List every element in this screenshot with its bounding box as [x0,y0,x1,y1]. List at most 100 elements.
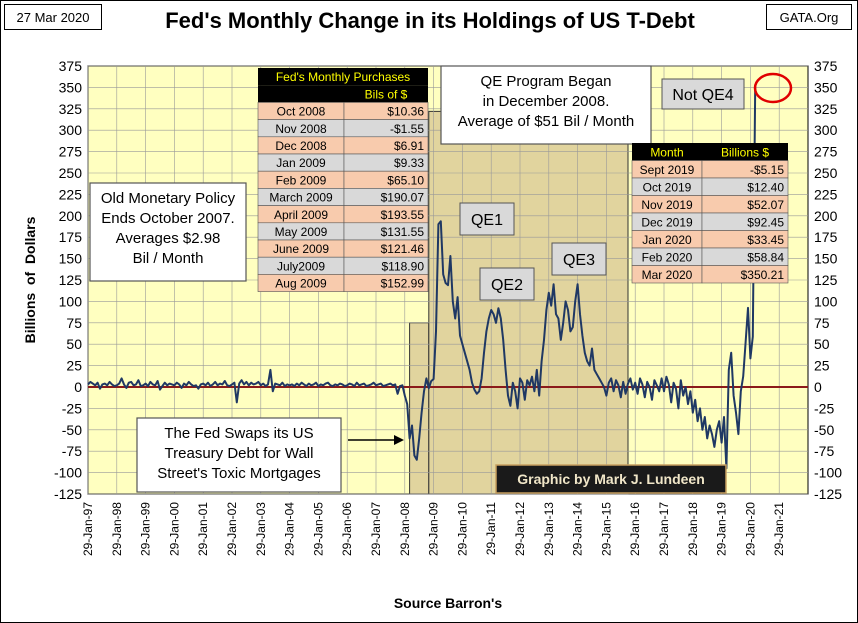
old-policy-note-box [89,182,247,282]
qe2-label-box [479,267,535,301]
y-tick-label-right: 125 [814,272,838,288]
purchases-table-2019-row-value: -$5.15 [750,163,784,177]
x-tick-label: 29-Jan-99 [139,502,153,556]
y-tick-label-right: 100 [814,293,838,309]
purchases-table-2008-row-label: March 2009 [269,191,333,205]
credit-text: Graphic by Mark J. Lundeen [517,471,705,487]
purchases-table-2019-row-value: $58.84 [747,251,784,265]
y-tick-label-left: 225 [59,186,83,202]
purchases-table-2008-row-value: $118.90 [382,259,425,273]
qe3-label: QE3 [563,252,595,269]
purchases-table-2019-row-label: Nov 2019 [641,198,693,212]
y-tick-label-right: 0 [814,379,822,395]
purchases-table-2008-row-label: July2009 [277,259,325,273]
purchases-table-2019-head-1 [702,143,788,161]
y-tick-label-left: 200 [59,208,83,224]
purchases-table-2019-cell [701,265,789,284]
y-axis-label: Billions of Dollars [22,216,38,343]
qe-began-note-line-1: QE Program Began [481,73,612,90]
purchases-table-2008-head-1 [344,85,428,103]
x-tick-label: 29-Jan-17 [657,502,671,556]
y-tick-label-right: -100 [814,465,842,481]
purchases-table-2008-head-0 [258,85,344,103]
purchases-table-2019-row-label: Dec 2019 [641,216,693,230]
x-tick-label: 29-Jan-04 [283,502,297,556]
purchases-table-2008-row-value: $121.46 [381,242,425,256]
x-tick-label: 29-Jan-16 [628,502,642,556]
y-tick-label-left: -100 [54,465,82,481]
swap-note-line-3: Street's Toxic Mortgages [157,465,321,482]
highlight-circle [753,72,793,104]
swap-note-line-1: The Fed Swaps its US [164,425,313,442]
purchases-table-2008-row-label: Dec 2008 [275,139,327,153]
purchases-table-2019-row-label: Oct 2019 [643,181,692,195]
y-tick-label-left: 100 [59,293,83,309]
y-tick-label-left: 375 [59,58,83,74]
y-tick-label-left: -75 [62,443,82,459]
swap-arrow-head [394,435,404,445]
x-tick-label: 29-Jan-21 [772,502,786,556]
old-policy-note-line-4: Bil / Month [133,250,204,267]
purchases-table-2008-cell [343,274,429,292]
y-tick-label-left: 25 [66,358,82,374]
purchases-table-2008-row-value: -$1.55 [390,122,424,136]
purchases-table-2008-row-label: April 2009 [274,208,328,222]
y-tick-label-right: 275 [814,144,838,160]
y-tick-label-right: -25 [814,400,834,416]
purchases-table-2008-row-value: $152.99 [381,277,425,291]
qe1-label-box [459,202,515,236]
y-tick-label-left: 250 [59,165,83,181]
y-tick-label-left: 275 [59,144,83,160]
y-tick-label-left: 50 [66,336,82,352]
purchases-table-2019-row-value: $350.21 [741,268,785,282]
y-tick-label-left: 350 [59,79,83,95]
purchases-table-2008-row-label: Nov 2008 [275,122,327,136]
y-tick-label-right: -50 [814,422,834,438]
not-qe4-label-box [661,78,745,110]
date-label: 27 Mar 2020 [4,4,102,30]
y-tick-label-right: 175 [814,229,838,245]
series-line [87,87,757,470]
purchases-table-2008-row-value: $131.55 [381,225,425,239]
y-tick-label-right: -125 [814,486,842,502]
x-tick-label: 29-Jan-11 [484,502,498,555]
x-tick-label: 29-Jan-03 [254,502,268,556]
purchases-table-2008-row-label: June 2009 [273,242,329,256]
y-tick-label-right: 350 [814,79,838,95]
purchases-table-2008-row-label: Jan 2009 [276,156,326,170]
x-tick-label: 29-Jan-07 [369,502,383,556]
y-tick-label-left: 150 [59,251,83,267]
x-tick-label: 29-Jan-12 [513,502,527,556]
purchases-table-2019-row-value: $92.45 [747,216,784,230]
purchases-table-2019-row-label: Feb 2020 [642,251,693,265]
x-tick-label: 29-Jan-00 [167,502,181,556]
purchases-table-2019-row-label: Sept 2019 [640,163,695,177]
y-tick-label-right: 375 [814,58,838,74]
y-tick-label-right: -75 [814,443,834,459]
x-tick-label: 29-Jan-02 [225,502,239,556]
x-tick-label: 29-Jan-06 [340,502,354,556]
qe-began-note-line-2: in December 2008. [483,93,610,110]
x-tick-label: 29-Jan-13 [542,502,556,556]
purchases-table-2019-row-label: Jan 2020 [642,233,692,247]
y-tick-label-right: 50 [814,336,830,352]
purchases-table-2019-col-header: Month [650,146,683,160]
purchases-table-2008-title: Fed's Monthly Purchases [276,70,410,84]
source-site-label: GATA.Org [766,4,852,30]
purchases-table-2019-row-value: $33.45 [747,233,784,247]
y-tick-label-right: 300 [814,122,838,138]
purchases-table-2008-row-label: Oct 2008 [277,105,326,119]
purchases-table-2008-row-value: $193.55 [381,208,425,222]
x-tick-label: 29-Jan-14 [571,502,585,556]
y-tick-label-right: 200 [814,208,838,224]
qe1-label: QE1 [471,212,503,229]
purchases-table-2019-row-value: $52.07 [747,198,784,212]
y-tick-label-left: 325 [59,101,83,117]
purchases-table-2008-row-label: Feb 2009 [276,173,327,187]
credit-box [495,464,727,494]
old-policy-note-line-3: Averages $2.98 [116,230,221,247]
y-tick-label-right: 75 [814,315,830,331]
x-tick-label: 29-Jan-20 [743,502,757,556]
y-tick-label-right: 250 [814,165,838,181]
